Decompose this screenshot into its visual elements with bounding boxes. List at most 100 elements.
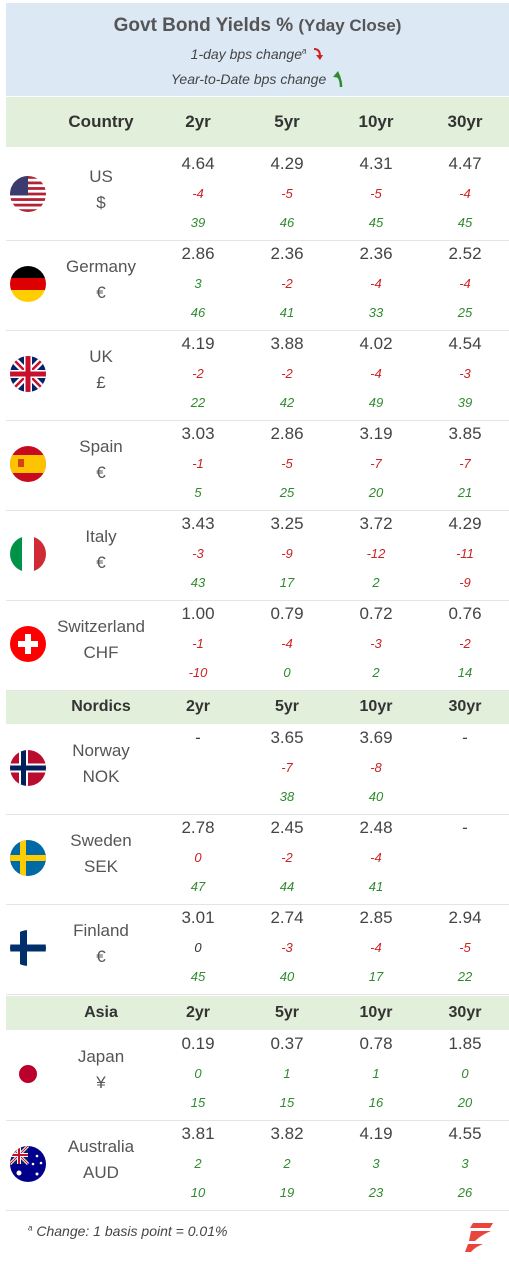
country-cell: Australia AUD [56,1134,146,1186]
yield-value: 4.47 [448,154,482,173]
day-change-value: -7 [370,456,382,471]
yield-value: 2.52 [448,244,482,263]
us-flag-icon [10,176,46,212]
section-header-nordics: Nordics 2yr 5yr 10yr 30yr [6,690,509,724]
red-down-arrow-icon [312,47,324,64]
ytd-change-value: -9 [459,575,471,590]
footnote: a Change: 1 basis point = 0.01% [28,1223,227,1239]
country-cell: Germany € [56,254,146,306]
currency-symbol: CHF [83,643,119,662]
ytd-change-value: 17 [368,969,384,984]
day-change-value: -4 [370,940,382,955]
country-name: UK [89,347,113,366]
col-header-30yr: 30yr [447,112,483,131]
day-change-value: -7 [459,456,471,471]
yield-value: 4.31 [359,154,393,173]
germany-flag-icon [10,266,46,302]
col-header-10yr: 10yr [359,1004,393,1021]
spain-flag-icon [10,446,46,482]
day-change-value: -12 [366,546,386,561]
yield-value: 0.72 [359,604,393,623]
ytd-change-value: 41 [368,879,384,894]
yield-value: 3.82 [270,1124,304,1143]
country-name: Switzerland [57,617,145,636]
day-change-value: 1 [283,1066,291,1081]
uk-flag-icon [10,356,46,392]
ytd-change-value: 33 [368,305,384,320]
country-name: US [89,167,113,186]
yield-value: 1.85 [448,1034,482,1053]
ytd-change-value: 38 [279,789,295,804]
table-row: Norway NOK - 3.65 -7 38 3.69 -8 40 - [6,724,509,815]
day-change-value: -5 [281,456,293,471]
ytd-change-value: 17 [279,575,295,590]
yield-value: 2.48 [359,818,393,837]
day-change-value: -3 [459,366,471,381]
day-change-value: -4 [192,186,204,201]
day-change-value: 0 [194,940,202,955]
finland-flag-icon [10,930,46,966]
day-change-value: -5 [459,940,471,955]
country-cell: Finland € [56,918,146,970]
yield-value: 4.54 [448,334,482,353]
yield-value: 2.86 [181,244,215,263]
yield-value: - [462,818,468,837]
ytd-change-value: 45 [190,969,206,984]
ytd-change-value: 14 [457,665,473,680]
footnote-mark: a [28,1223,33,1233]
table-row: US $4.64 -4 39 4.29 -5 46 4.31 -5 45 4.47 -4 45 [6,150,509,241]
table-row: UK £4.19 -2 22 3.88 -2 42 4.02 -4 49 4.54 -3 39 [6,330,509,421]
yield-value: 1.00 [181,604,215,623]
day-change-value: -2 [281,850,293,865]
day-change-value: -2 [459,636,471,651]
day-change-value: -2 [281,366,293,381]
ytd-change-value: 43 [190,575,206,590]
ytd-change-value: 16 [368,1095,384,1110]
day-change-value: -11 [456,546,474,561]
country-cell: Sweden SEK [56,828,146,880]
currency-symbol: € [96,553,106,572]
ytd-change-value: 40 [368,789,384,804]
yield-value: 3.43 [181,514,215,533]
ytd-change-value: 22 [190,395,206,410]
title-subtext: (Yday Close) [298,16,402,35]
currency-symbol: € [96,463,106,482]
country-name: Finland [73,921,129,940]
ytd-change-value: 49 [368,395,384,410]
ytd-change-value: 15 [279,1095,295,1110]
ytd-change-value: 44 [279,879,295,894]
col-header-30yr: 30yr [448,1004,482,1021]
day-change-value: 0 [461,1066,469,1081]
ytd-change-value: 21 [457,485,473,500]
day-change-value: -4 [459,276,471,291]
yield-value: 0.37 [270,1034,304,1053]
ytd-change-value: 41 [279,305,295,320]
table-row: Australia AUD 3.81 2 10 3.82 2 19 4.19 3 23 4.55 3 26 [6,1120,509,1211]
currency-symbol: $ [96,193,106,212]
ytd-change-value: 42 [279,395,295,410]
yield-value: - [462,728,468,747]
japan-flag-icon [10,1056,46,1092]
day-change-value: -1 [192,636,204,651]
section-header-main: Country 2yr 5yr 10yr 30yr [6,97,509,147]
col-header-2yr: 2yr [185,1004,211,1021]
col-header-5yr: 5yr [274,112,300,131]
table-row: Finland €3.01 0 45 2.74 -3 40 2.85 -4 17 2.94 -5 22 [6,904,509,995]
ytd-change-value: -10 [188,665,208,680]
sweden-flag-icon [10,840,46,876]
section-label: Asia [84,1004,118,1021]
day-change-value: 0 [194,1066,202,1081]
ytd-change-value: 45 [457,215,473,230]
yield-value: 3.65 [270,728,304,747]
section-label: Nordics [71,698,131,715]
day-change-value: -1 [192,456,204,471]
yield-value: 0.19 [181,1034,215,1053]
legend-day-footnote-mark: a [301,46,307,56]
country-cell: Spain € [56,434,146,486]
ytd-change-value: 0 [283,665,291,680]
currency-symbol: ¥ [96,1073,106,1092]
yield-value: 0.76 [448,604,482,623]
currency-symbol: AUD [83,1163,119,1182]
italy-flag-icon [10,536,46,572]
ytd-change-value: 26 [457,1185,473,1200]
